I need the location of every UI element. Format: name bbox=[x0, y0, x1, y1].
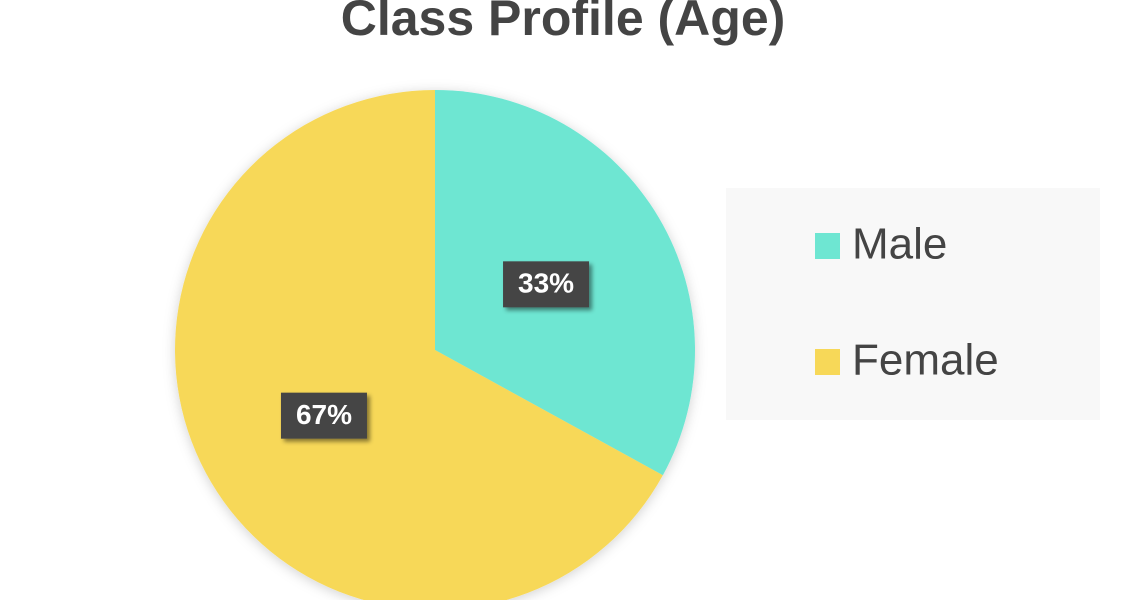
legend-box bbox=[726, 188, 1100, 420]
data-label-box bbox=[280, 392, 367, 439]
legend-swatch bbox=[815, 233, 840, 259]
pie bbox=[175, 90, 696, 600]
chart-title: Class Profile (Age) bbox=[341, 0, 786, 46]
legend-label: Male bbox=[852, 220, 947, 269]
legend: Male Female bbox=[815, 220, 999, 385]
data-labels: 33% 67% bbox=[280, 261, 590, 439]
data-label-box bbox=[503, 261, 590, 308]
data-label: 33% bbox=[518, 268, 574, 299]
legend-label: Female bbox=[852, 336, 999, 385]
data-label: 67% bbox=[296, 399, 352, 430]
legend-swatch bbox=[815, 349, 840, 375]
pie-slice bbox=[175, 90, 663, 600]
